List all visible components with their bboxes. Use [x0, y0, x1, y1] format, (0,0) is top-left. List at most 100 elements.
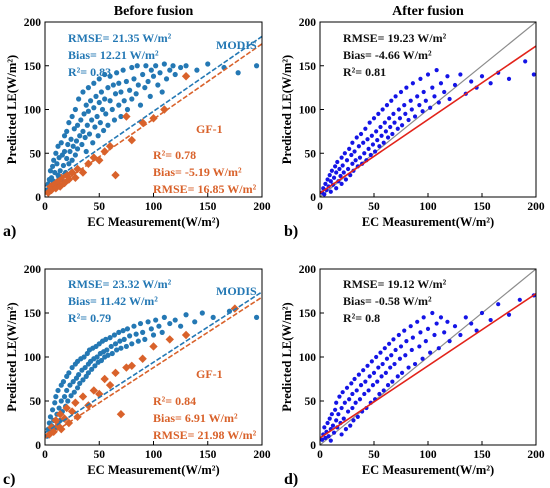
- data-point: [395, 374, 400, 379]
- data-point: [421, 315, 426, 320]
- series-name-label: MODIS: [216, 38, 257, 52]
- data-point-diamond: [122, 363, 131, 372]
- data-point: [362, 151, 367, 156]
- data-point: [253, 63, 260, 69]
- data-point: [183, 312, 189, 318]
- data-point: [352, 376, 357, 382]
- data-point: [153, 63, 159, 69]
- data-point: [56, 405, 62, 411]
- data-point: [205, 61, 211, 67]
- data-point: [408, 324, 413, 329]
- data-point: [378, 124, 383, 130]
- stats-line: R²= 0.8: [343, 311, 380, 325]
- data-point: [383, 129, 388, 134]
- y-tick-label: 50: [305, 396, 317, 408]
- x-axis-label: EC Measurement(W/m²): [87, 215, 219, 229]
- data-point: [365, 137, 370, 142]
- data-point: [410, 335, 415, 340]
- data-point: [385, 383, 391, 388]
- panel-label: a): [3, 223, 16, 240]
- data-point: [375, 138, 380, 143]
- data-point: [129, 64, 135, 71]
- data-point: [430, 310, 435, 316]
- data-point: [425, 326, 431, 331]
- data-point: [379, 374, 384, 379]
- stats-line: R²= 0.83: [68, 65, 111, 79]
- one-to-one-line: [320, 269, 536, 445]
- data-point: [463, 315, 468, 320]
- data-point: [155, 82, 161, 88]
- data-point: [69, 157, 75, 163]
- data-point: [70, 379, 76, 385]
- data-point: [415, 94, 420, 99]
- data-point: [368, 152, 373, 158]
- stats-line: R²= 0.78: [153, 148, 196, 162]
- data-point: [91, 80, 97, 86]
- data-point: [381, 388, 386, 393]
- data-point: [417, 344, 422, 349]
- stats-line: RMSE= 19.12 W/m²: [343, 277, 447, 291]
- data-point-diamond: [67, 407, 77, 416]
- data-point: [157, 70, 163, 76]
- data-point: [417, 103, 422, 108]
- data-point: [337, 394, 342, 399]
- data-point: [339, 181, 344, 186]
- plot-area: [320, 269, 536, 445]
- data-point: [124, 326, 131, 332]
- data-point-diamond: [78, 168, 88, 177]
- data-point: [358, 131, 364, 137]
- panel-title: Before fusion: [114, 4, 194, 19]
- data-point: [137, 320, 144, 327]
- y-tick-label: 50: [30, 148, 42, 160]
- data-point: [80, 377, 86, 383]
- data-point: [92, 124, 98, 130]
- data-point: [91, 105, 97, 111]
- data-point: [358, 383, 364, 388]
- data-point: [488, 81, 493, 86]
- data-point: [82, 364, 88, 371]
- data-point: [374, 129, 379, 134]
- data-point-diamond: [64, 175, 74, 184]
- data-point: [371, 116, 377, 121]
- x-tick-label: 150: [473, 449, 491, 461]
- data-point-diamond: [89, 153, 99, 162]
- data-point: [367, 120, 372, 125]
- data-point: [114, 70, 120, 76]
- x-tick-label: 0: [317, 449, 323, 461]
- data-point: [112, 91, 119, 97]
- y-axis-label: Predicted LE(W/m²): [280, 302, 294, 411]
- data-point-diamond: [51, 184, 61, 193]
- data-point: [65, 398, 71, 404]
- data-point: [425, 72, 431, 77]
- data-point-diamond: [111, 170, 120, 180]
- data-point: [210, 314, 216, 320]
- x-axis-label: EC Measurement(W/m²): [362, 215, 494, 229]
- data-point: [167, 67, 173, 73]
- data-point: [371, 370, 377, 375]
- data-point: [323, 181, 328, 186]
- fit-line: [45, 296, 262, 439]
- data-point: [325, 420, 330, 426]
- data-point: [452, 82, 458, 88]
- data-point: [192, 319, 198, 325]
- fit-line: [45, 291, 262, 434]
- data-point: [393, 347, 398, 353]
- data-point: [327, 416, 332, 421]
- data-point: [100, 127, 107, 134]
- y-tick-label: 50: [305, 148, 317, 160]
- data-point: [123, 78, 129, 85]
- data-point: [361, 140, 366, 145]
- data-point: [337, 166, 342, 172]
- data-point: [469, 321, 474, 326]
- data-point: [52, 400, 58, 406]
- data-point: [103, 336, 109, 342]
- data-point: [367, 374, 372, 379]
- series-gf-1: [45, 72, 191, 197]
- panel-label: b): [284, 223, 298, 240]
- x-tick-label: 0: [42, 201, 48, 213]
- data-point: [183, 63, 189, 69]
- data-point: [357, 397, 363, 402]
- data-point: [199, 310, 205, 316]
- data-point: [129, 96, 135, 102]
